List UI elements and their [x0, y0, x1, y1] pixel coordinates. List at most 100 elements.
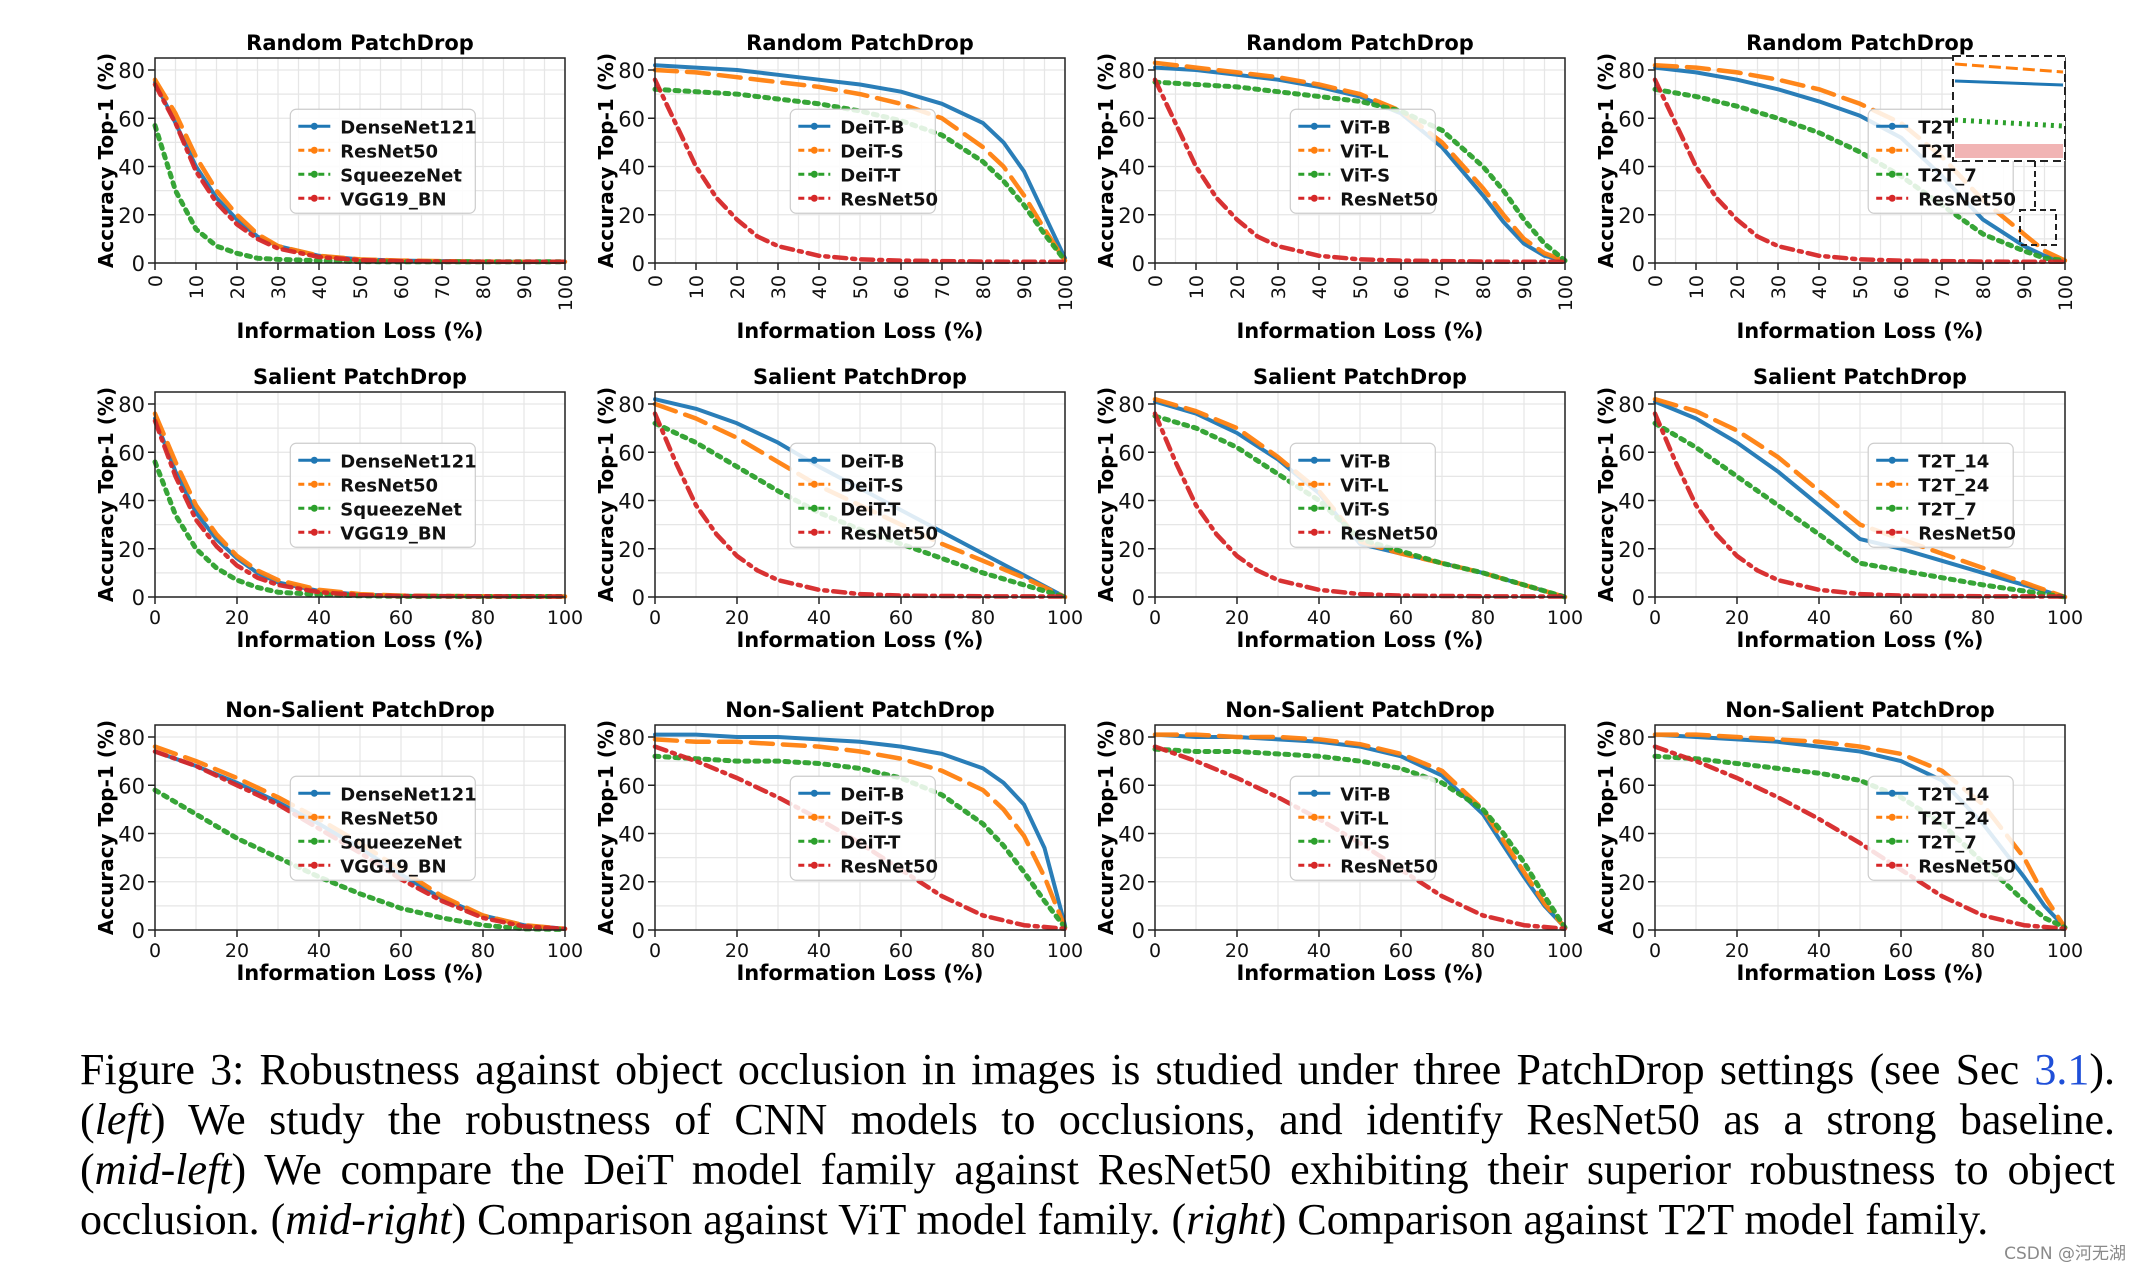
x-tick-label: 0	[149, 940, 161, 962]
x-tick-label: 0	[1645, 275, 1667, 287]
x-tick-label: 100	[1547, 940, 1583, 962]
y-tick-label: 0	[1632, 586, 1645, 610]
legend-label: T2T_24	[1918, 475, 1989, 496]
legend-marker	[810, 480, 818, 488]
legend-label: DeiT-T	[840, 499, 901, 520]
legend-label: T2T_14	[1918, 451, 1989, 472]
series-line-vit-l	[1152, 60, 1568, 263]
y-tick-label: 80	[118, 393, 145, 417]
legend-marker	[1310, 480, 1318, 488]
y-tick-label: 20	[1118, 204, 1145, 228]
x-tick-label: 20	[1725, 607, 1749, 629]
x-tick-label: 40	[309, 275, 331, 299]
section-reference-link[interactable]: 3.1	[2034, 1045, 2090, 1094]
chart-title: Salient PatchDrop	[1753, 365, 1967, 389]
legend-label: ResNet50	[840, 523, 938, 544]
y-tick-label: 60	[618, 107, 645, 131]
x-tick-label: 60	[1389, 940, 1413, 962]
y-tick-label: 40	[618, 823, 645, 847]
legend-label: ResNet50	[1918, 856, 2016, 877]
x-tick-label: 40	[807, 940, 831, 962]
series-line-deit-s	[652, 67, 1068, 263]
x-tick-label: 40	[1807, 940, 1831, 962]
legend-marker	[310, 146, 318, 154]
legend-label: ViT-S	[1340, 499, 1390, 520]
y-tick-label: 0	[632, 919, 645, 943]
figure-caption: Figure 3: Robustness against object occl…	[80, 1045, 2115, 1245]
y-axis-label: Accuracy Top-1 (%)	[594, 720, 618, 935]
chart-title: Random PatchDrop	[1746, 31, 1974, 55]
x-tick-label: 20	[227, 275, 249, 299]
y-tick-label: 40	[1618, 823, 1645, 847]
x-tick-label: 80	[1971, 940, 1995, 962]
legend-marker	[810, 789, 818, 797]
legend-marker	[1888, 122, 1896, 130]
legend-label: T2T_24	[1918, 808, 1989, 829]
legend-label: VGG19_BN	[340, 856, 446, 877]
x-tick-label: 0	[1149, 940, 1161, 962]
x-tick-label: 90	[1014, 275, 1036, 299]
zoom-inset-band	[1955, 144, 2063, 158]
y-axis-label: Accuracy Top-1 (%)	[94, 53, 118, 268]
series-line-t2t-24	[1652, 732, 2068, 930]
legend-label: DeiT-T	[840, 832, 901, 853]
y-tick-label: 60	[1618, 441, 1645, 465]
chart-panel-7: 0 20 40 60 80 0 20 40 60 80 100 Salient PatchDrop In…	[1094, 365, 1583, 652]
y-tick-label: 20	[118, 871, 145, 895]
legend-marker	[810, 528, 818, 536]
y-axis-label: Accuracy Top-1 (%)	[594, 387, 618, 602]
series-line-t2t-24	[1652, 396, 2068, 600]
axes-frame	[1154, 391, 1566, 598]
chart-title: Salient PatchDrop	[253, 365, 467, 389]
legend-marker	[1888, 146, 1896, 154]
x-axis-label: Information Loss (%)	[1736, 961, 1983, 985]
x-tick-label: 100	[555, 275, 577, 311]
x-tick-label: 80	[971, 940, 995, 962]
y-tick-label: 80	[1618, 393, 1645, 417]
x-tick-label: 20	[725, 607, 749, 629]
y-tick-label: 0	[1632, 252, 1645, 276]
x-tick-label: 40	[1809, 275, 1831, 299]
legend-marker	[1310, 837, 1318, 845]
y-tick-label: 0	[1132, 919, 1145, 943]
axes-frame	[154, 391, 566, 598]
x-tick-label: 80	[1471, 940, 1495, 962]
caption-text: ) We compare the DeiT model family again…	[231, 1145, 2115, 1194]
legend-marker	[1310, 504, 1318, 512]
legend-label: VGG19_BN	[340, 523, 446, 544]
x-tick-label: 40	[1307, 607, 1331, 629]
y-tick-label: 20	[1618, 538, 1645, 562]
y-tick-label: 20	[618, 204, 645, 228]
axes-frame	[654, 391, 1066, 598]
x-tick-label: 30	[768, 275, 790, 299]
caption-line-3: (mid-left) We compare the DeiT model fam…	[80, 1145, 2115, 1195]
x-tick-label: 60	[891, 275, 913, 299]
x-axis-label: Information Loss (%)	[1736, 319, 1983, 343]
legend-marker	[1888, 456, 1896, 464]
y-tick-label: 80	[1618, 726, 1645, 750]
y-axis-label: Accuracy Top-1 (%)	[1094, 387, 1118, 602]
legend-marker	[1888, 170, 1896, 178]
zoom-inset-line	[1954, 117, 2064, 129]
caption-text: ).	[2089, 1045, 2115, 1094]
x-tick-label: 90	[2014, 275, 2036, 299]
series-line-vgg19-bn	[152, 418, 568, 599]
caption-text: occlusion. (	[80, 1195, 286, 1244]
legend-marker	[310, 789, 318, 797]
legend-marker	[1888, 837, 1896, 845]
series-line-vit-l	[1152, 732, 1568, 930]
legend-marker	[310, 122, 318, 130]
legend-box	[1289, 775, 1436, 881]
legend-label: ViT-L	[1340, 475, 1388, 496]
legend-marker	[1888, 480, 1896, 488]
legend-marker	[1310, 528, 1318, 536]
x-tick-label: 0	[1149, 607, 1161, 629]
x-tick-label: 100	[1055, 275, 1077, 311]
caption-text: ) Comparison against T2T model family.	[1271, 1195, 1989, 1244]
legend-label: DenseNet121	[340, 784, 476, 805]
y-tick-label: 80	[118, 726, 145, 750]
zoom-source-box	[2019, 209, 2057, 246]
legend-label: ResNet50	[340, 808, 438, 829]
x-axis-label: Information Loss (%)	[1236, 961, 1483, 985]
y-tick-label: 80	[118, 59, 145, 83]
